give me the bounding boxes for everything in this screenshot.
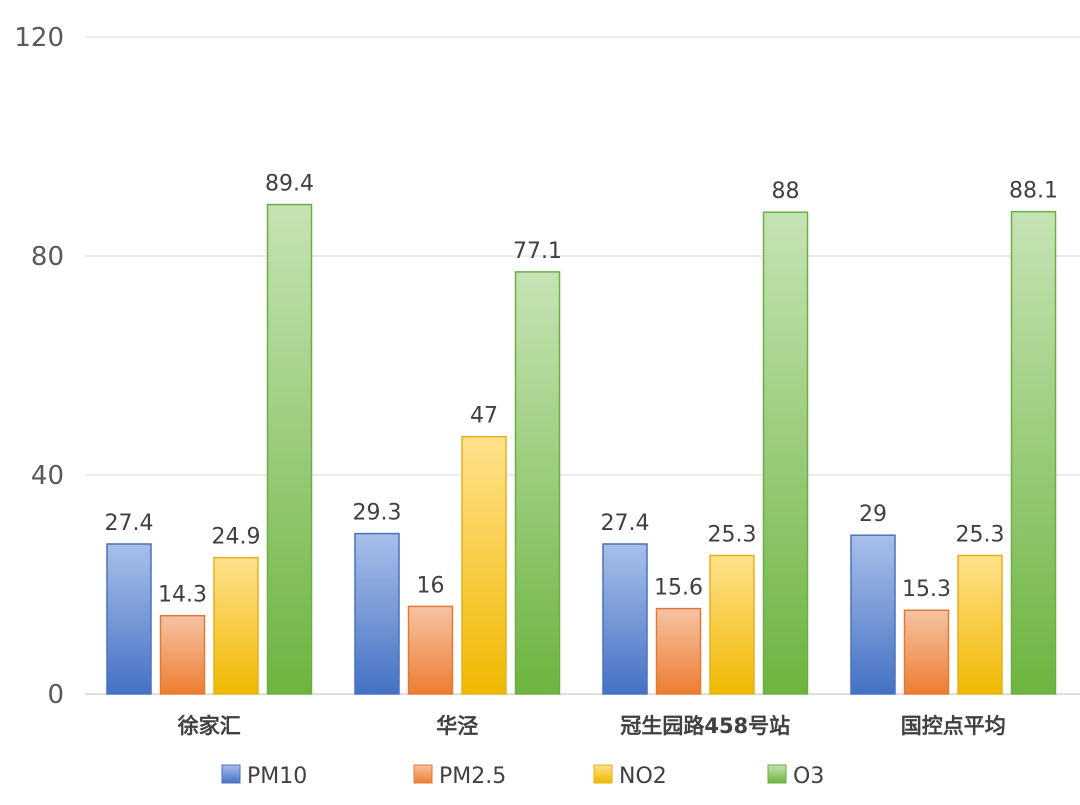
data-label: 14.3 (158, 583, 207, 608)
data-label: 27.4 (601, 511, 650, 536)
bar-o3-0 (266, 203, 313, 695)
bar-pm25-2 (655, 607, 702, 695)
data-label: 88 (772, 179, 800, 204)
legend-label: PM2.5 (439, 764, 506, 789)
legend-label: O3 (793, 764, 824, 789)
bar-pm10-3 (850, 534, 896, 695)
bar-pm10-2 (602, 543, 648, 695)
legend-swatch (221, 764, 241, 784)
data-label: 15.3 (902, 577, 951, 602)
data-label: 77.1 (513, 239, 562, 264)
legend-label: PM10 (247, 764, 307, 789)
data-label: 29.3 (353, 501, 402, 526)
bar-pm25-0 (159, 614, 206, 695)
y-tick-label: 120 (14, 23, 64, 53)
data-label: 25.3 (956, 522, 1005, 547)
x-category-label: 徐家汇 (177, 714, 241, 738)
bar-no2-0 (213, 556, 259, 695)
legend-item-pm25[interactable]: PM2.5 (413, 764, 506, 789)
legend-swatch (413, 764, 433, 784)
bar-pm25-3 (903, 609, 950, 695)
bar-o3-2 (762, 211, 809, 695)
legend-item-no2[interactable]: NO2 (593, 764, 667, 789)
bar-o3-1 (514, 271, 561, 695)
y-tick-label: 0 (47, 680, 64, 710)
data-label: 25.3 (708, 522, 757, 547)
x-category-label: 冠生园路458号站 (620, 714, 790, 738)
bar-pm10-1 (354, 532, 400, 695)
data-label: 89.4 (265, 172, 314, 197)
legend-swatch (767, 764, 787, 784)
bar-no2-1 (461, 435, 507, 695)
bar-pm25-1 (407, 605, 454, 695)
bar-o3-3 (1010, 210, 1057, 695)
y-tick-label: 80 (31, 242, 64, 272)
data-label: 27.4 (105, 511, 154, 536)
y-tick-label: 40 (31, 461, 64, 491)
bar-no2-2 (709, 554, 755, 695)
legend-swatch (593, 764, 613, 784)
legend-label: NO2 (619, 764, 667, 789)
x-category-label: 国控点平均 (901, 714, 1006, 738)
data-label: 47 (470, 404, 498, 429)
bar-pm10-0 (106, 543, 152, 695)
data-label: 88.1 (1009, 179, 1058, 204)
x-category-label: 华泾 (436, 714, 478, 738)
data-label: 15.6 (654, 576, 703, 601)
data-label: 29 (859, 502, 887, 527)
bar-no2-3 (957, 554, 1003, 695)
data-label: 16 (417, 573, 445, 598)
legend-item-o3[interactable]: O3 (767, 764, 824, 789)
data-label: 24.9 (212, 525, 261, 550)
legend-item-pm10[interactable]: PM10 (221, 764, 307, 789)
